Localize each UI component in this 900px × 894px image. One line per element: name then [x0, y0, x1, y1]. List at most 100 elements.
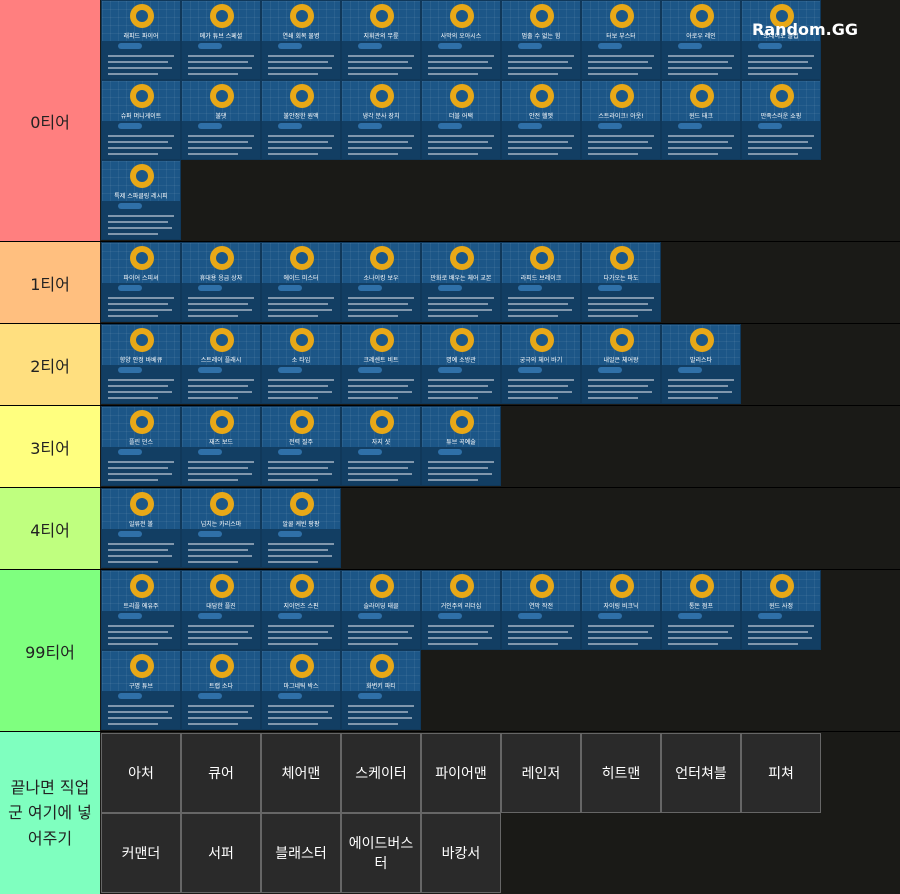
skill-card[interactable]: 만화로 배우는 체어 교본: [421, 242, 501, 322]
skill-card[interactable]: 지휘관의 무릎: [341, 0, 421, 80]
skill-card[interactable]: 파이어 스피셔: [101, 242, 181, 322]
class-chip[interactable]: 피쳐: [741, 733, 821, 813]
card-desc: [262, 283, 340, 321]
tier-label: 0티어: [0, 0, 100, 241]
skill-card[interactable]: 연막 작전: [501, 570, 581, 650]
skill-card[interactable]: 발리스타: [661, 324, 741, 404]
card-name: 마그네틱 박스: [283, 683, 319, 690]
skill-card[interactable]: 플린 던스: [101, 406, 181, 486]
card-desc: [102, 447, 180, 485]
skill-card[interactable]: 구명 튜브: [101, 650, 181, 730]
skill-card[interactable]: 트랩 소다: [181, 650, 261, 730]
class-chip[interactable]: 에이드버스터: [341, 813, 421, 893]
class-chip[interactable]: 아처: [101, 733, 181, 813]
skill-card[interactable]: 크레센트 비트: [341, 324, 421, 404]
class-chip[interactable]: 바캉서: [421, 813, 501, 893]
tier-items: 파이어 스피셔 휴대용 응급 상자 에이드 미스터 소나이킹 보우 만화로 배우는 체어…: [101, 242, 821, 323]
skill-card[interactable]: 통돈 점프: [661, 570, 741, 650]
card-name: 화변키 파티: [366, 683, 396, 690]
skill-card[interactable]: 일류전 볼: [101, 488, 181, 568]
skill-card[interactable]: 스트라이크! 아웃!: [581, 80, 661, 160]
class-chip[interactable]: 히트맨: [581, 733, 661, 813]
card-name: 재즈 보드: [209, 439, 233, 446]
pool-row: 끝나면 직업군 여기에 넣어주기 아처 큐어 체어맨 스케이터 파이어맨 레인저 히트맨 언터쳐…: [0, 732, 900, 894]
class-chip[interactable]: 레인저: [501, 733, 581, 813]
card-desc: [182, 529, 260, 567]
class-chip[interactable]: 언터쳐블: [661, 733, 741, 813]
skill-card[interactable]: 전력 질주: [261, 406, 341, 486]
class-chip[interactable]: 체어맨: [261, 733, 341, 813]
skill-card[interactable]: 스트레이 플래시: [181, 324, 261, 404]
skill-card[interactable]: 만족스러운 쇼핑: [741, 80, 821, 160]
class-chip[interactable]: 큐어: [181, 733, 261, 813]
skill-card[interactable]: 대담한 플진: [181, 570, 261, 650]
skill-card[interactable]: 거인주의 리더십: [421, 570, 501, 650]
skill-card[interactable]: 슬라이딩 태클: [341, 570, 421, 650]
card-desc: [422, 121, 500, 159]
skill-card[interactable]: 내일은 체어왕: [581, 324, 661, 404]
card-name: 파이어 스피셔: [123, 275, 159, 282]
class-chip[interactable]: 블래스터: [261, 813, 341, 893]
skill-card[interactable]: 특제 스파클링 레시피: [101, 160, 181, 240]
tier-row: 4티어 일류전 볼 넘치는 카리스마 알쿨 케빈 팡팡: [0, 488, 900, 569]
skill-card[interactable]: 튜브 곡예술: [421, 406, 501, 486]
skill-card[interactable]: 자지 샷: [341, 406, 421, 486]
card-desc: [662, 611, 740, 649]
class-chip[interactable]: 서퍼: [181, 813, 261, 893]
skill-card[interactable]: 지이언즈 스핀: [261, 570, 341, 650]
skill-card[interactable]: 래피드 파이어: [101, 0, 181, 80]
skill-card[interactable]: 소 타임: [261, 324, 341, 404]
class-chip[interactable]: 스케이터: [341, 733, 421, 813]
skill-card[interactable]: 더블 어택: [421, 80, 501, 160]
skill-card[interactable]: 아로우 레인: [661, 0, 741, 80]
skill-card[interactable]: 냉각 분사 장치: [341, 80, 421, 160]
skill-card[interactable]: 넘치는 카리스마: [181, 488, 261, 568]
skill-card[interactable]: 명예 소방관: [421, 324, 501, 404]
card-desc: [342, 365, 420, 403]
card-desc: [262, 529, 340, 567]
skill-card[interactable]: 재즈 보드: [181, 406, 261, 486]
skill-card[interactable]: 화변키 파티: [341, 650, 421, 730]
skill-card[interactable]: 라피드 브레이크: [501, 242, 581, 322]
card-name: 내일은 체어왕: [603, 357, 639, 364]
skill-card[interactable]: 다가오는 파도: [581, 242, 661, 322]
skill-card[interactable]: 마그네틱 박스: [261, 650, 341, 730]
card-name: 거인주의 리더십: [440, 603, 482, 610]
card-name: 슈퍼 머니게이트: [120, 113, 162, 120]
skill-card[interactable]: 트리플 에유주: [101, 570, 181, 650]
card-name: 트리플 에유주: [123, 603, 159, 610]
skill-card[interactable]: 안전 헬멧: [501, 80, 581, 160]
skill-card[interactable]: 자이링 비크닉: [581, 570, 661, 650]
card-desc: [502, 41, 580, 79]
skill-card[interactable]: 슈퍼 머니게이트: [101, 80, 181, 160]
skill-card[interactable]: 알쿨 케빈 팡팡: [261, 488, 341, 568]
skill-card[interactable]: 불댓: [181, 80, 261, 160]
tier-label: 99티어: [0, 570, 100, 731]
skill-card[interactable]: 토네이도 클럽: [741, 0, 821, 80]
skill-card[interactable]: 향양 안정 바베큐: [101, 324, 181, 404]
skill-card[interactable]: 소나이킹 보우: [341, 242, 421, 322]
card-name: 터보 부스터: [606, 33, 636, 40]
card-desc: [182, 283, 260, 321]
card-name: 지휘관의 무릎: [363, 33, 399, 40]
card-desc: [422, 283, 500, 321]
skill-card[interactable]: 사막의 오아시스: [421, 0, 501, 80]
tier-label: 4티어: [0, 488, 100, 569]
card-desc: [102, 529, 180, 567]
class-chip[interactable]: 커맨더: [101, 813, 181, 893]
skill-card[interactable]: 궁극의 체어 바기: [501, 324, 581, 404]
skill-card[interactable]: 불안정한 원액: [261, 80, 341, 160]
skill-card[interactable]: 메가 튜브 스페셜: [181, 0, 261, 80]
class-chip[interactable]: 파이어맨: [421, 733, 501, 813]
skill-card[interactable]: 터보 부스터: [581, 0, 661, 80]
card-name: 알쿨 케빈 팡팡: [282, 521, 320, 528]
skill-card[interactable]: 에이드 미스터: [261, 242, 341, 322]
card-name: 발리스타: [689, 357, 713, 364]
card-name: 지이언즈 스핀: [283, 603, 319, 610]
card-desc: [182, 447, 260, 485]
skill-card[interactable]: 휴대용 응급 상자: [181, 242, 261, 322]
skill-card[interactable]: 윈드 사정: [741, 570, 821, 650]
skill-card[interactable]: 연쇄 회복 물병: [261, 0, 341, 80]
skill-card[interactable]: 멈출 수 없는 힘: [501, 0, 581, 80]
skill-card[interactable]: 윈드 태크: [661, 80, 741, 160]
